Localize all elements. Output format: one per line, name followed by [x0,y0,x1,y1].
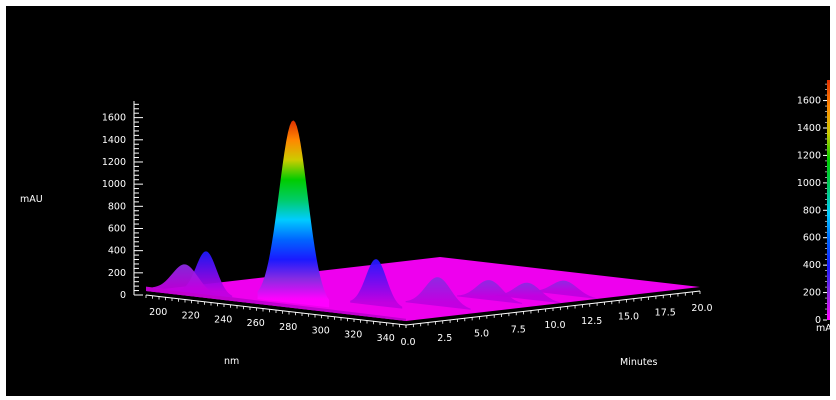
peak-surface [532,280,598,299]
peak-surface [495,282,561,304]
time-tick-label: 15.0 [618,312,639,323]
peak [532,280,598,299]
z-tick-label: 400 [108,246,126,257]
surface-front-edge [146,286,406,321]
colorbar-tick-label: 600 [803,233,821,244]
peak-surface [152,264,218,296]
time-tick-label: 0.0 [400,337,415,348]
colorbar-tick-label: 800 [803,205,821,216]
colorbar-title: mAU [816,323,830,334]
time-tick-label: 2.5 [437,333,452,344]
wavelength-tick-label: 240 [214,314,232,325]
colorbar-tick-label: 1000 [797,178,821,189]
wavelength-tick-label: 300 [312,326,330,337]
peak-surface [257,120,330,308]
wavelength-tick-label: 320 [344,329,362,340]
peak-surface [350,259,403,309]
time-tick-label: 12.5 [581,316,602,327]
z-axis-title: mAU [20,194,43,205]
surface-plot: 0 200 400 600 800 1000 1200 1400 1600 200 220 240 26… [20,80,830,368]
z-tick-label: 1400 [102,135,126,146]
colorbar-tick-label: 1400 [797,123,821,134]
peak [152,264,218,296]
wavelength-tick-label: 200 [149,307,167,318]
time-tick-label: 17.5 [655,307,676,318]
time-tick-label: 10.0 [544,320,565,331]
z-tick-label: 0 [120,290,126,301]
z-tick-label: 600 [108,223,126,234]
peak [257,120,330,308]
peak [495,282,561,304]
surface-floor [146,257,700,321]
z-tick-label: 1600 [102,113,126,124]
colorbar-tick-label: 1600 [797,96,821,107]
colorbar-tick-label: 1200 [797,150,821,161]
z-tick-label: 1000 [102,179,126,190]
peak [350,259,403,309]
z-tick-label: 1200 [102,157,126,168]
wavelength-tick-label: 220 [182,311,200,322]
time-tick-label: 7.5 [511,324,526,335]
colorbar-tick-label: 0 [815,315,821,326]
plot-area: 0 200 400 600 800 1000 1200 1400 1600 200 220 240 26… [6,6,830,396]
z-tick-label: 200 [108,268,126,279]
wavelength-tick-label: 280 [279,322,297,333]
colorbar-tick-label: 400 [803,260,821,271]
peak-surface [457,280,523,304]
time-axis-title: Minutes [620,357,657,368]
peak [457,280,523,304]
wavelength-tick-label: 260 [247,318,265,329]
time-tick-label: 5.0 [474,329,489,340]
colorbar-tick-label: 200 [803,288,821,299]
peak-surface [405,277,471,310]
wavelength-axis-title: nm [224,356,239,367]
wavelength-tick-label: 340 [377,333,395,344]
colorbar [827,80,830,320]
z-tick-label: 800 [108,201,126,212]
time-tick-label: 20.0 [691,303,712,314]
peak [405,277,471,310]
